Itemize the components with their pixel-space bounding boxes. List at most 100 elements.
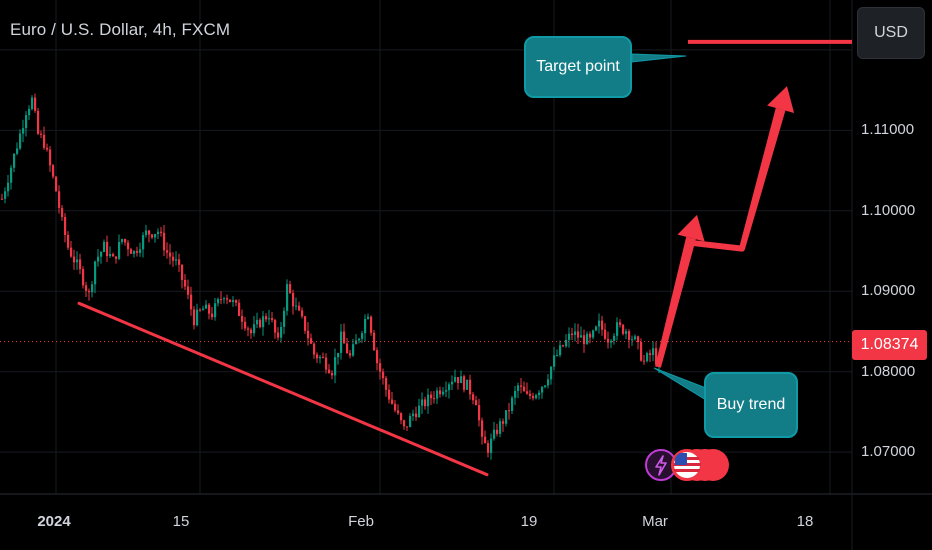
candle-body: [301, 310, 304, 317]
buy-trend-callout[interactable]: Buy trend: [704, 372, 798, 438]
candle-body: [376, 350, 379, 364]
candle-body: [409, 416, 412, 428]
candle-body: [337, 352, 340, 358]
candle-body: [421, 399, 424, 406]
candle-body: [526, 391, 529, 394]
candle-body: [490, 438, 493, 453]
candle-body: [205, 304, 208, 309]
candle-body: [10, 167, 13, 183]
candle-body: [325, 357, 328, 370]
candle-body: [472, 394, 475, 401]
candle-body: [172, 256, 175, 261]
candle-body: [202, 308, 205, 311]
candle-body: [439, 390, 442, 395]
candle-body: [502, 421, 505, 424]
price-tick-label: 1.10000: [861, 201, 916, 219]
candle-body: [166, 250, 169, 253]
candle-body: [244, 321, 247, 329]
candle-body: [247, 328, 250, 330]
candle-body: [511, 397, 514, 411]
candle-body: [520, 385, 523, 387]
candle-body: [550, 366, 553, 380]
candle-body: [541, 386, 544, 393]
candle-body: [349, 353, 352, 356]
candle-body: [394, 403, 397, 411]
candle-body: [235, 300, 238, 303]
economic-events[interactable]: [645, 449, 745, 489]
candle-body: [568, 333, 571, 340]
price-tick-label: 1.08000: [861, 362, 916, 380]
candle-body: [415, 413, 418, 418]
candle-body: [424, 399, 427, 407]
time-tick-label: Feb: [348, 513, 374, 530]
candle-body: [229, 299, 232, 303]
candle-body: [514, 391, 517, 398]
candle-body: [16, 148, 19, 154]
candle-body: [91, 284, 94, 293]
candle-body: [589, 333, 592, 338]
candle-body: [505, 410, 508, 424]
candle-body: [583, 335, 586, 345]
candle-body: [562, 345, 565, 347]
candle-body: [508, 410, 511, 412]
candle-body: [586, 333, 589, 345]
candle-body: [139, 249, 142, 253]
time-tick-label: 19: [520, 513, 538, 530]
candle-body: [94, 261, 97, 285]
candle-body: [478, 405, 481, 421]
candle-body: [31, 97, 34, 109]
candle-body: [118, 241, 121, 259]
currency-button[interactable]: USD: [857, 7, 925, 59]
support-trendline: [77, 301, 489, 477]
candle-body: [208, 304, 211, 314]
candle-body: [52, 165, 55, 177]
candle-body: [643, 360, 646, 362]
candle-body: [310, 338, 313, 344]
candle-body: [385, 378, 388, 390]
candle-body: [406, 426, 409, 428]
candle-body: [628, 331, 631, 341]
candle-body: [619, 322, 622, 325]
buy-callout-pointer: [653, 367, 707, 401]
candle-body: [457, 377, 460, 384]
candle-body: [559, 345, 562, 356]
candle-body: [187, 286, 190, 295]
candle-body: [190, 294, 193, 310]
candle-body: [367, 316, 370, 319]
candle-body: [256, 319, 259, 325]
candle-body: [553, 355, 556, 367]
candle-body: [88, 290, 91, 293]
candle-body: [124, 239, 127, 243]
candle-body: [535, 395, 538, 399]
candle-body: [652, 348, 655, 355]
candle-body: [625, 331, 628, 334]
candle-body: [7, 182, 10, 192]
candle-body: [226, 298, 229, 300]
candle-body: [259, 319, 262, 328]
us-flag-icon[interactable]: [671, 449, 703, 481]
candle-body: [346, 343, 349, 354]
candle-body: [517, 385, 520, 392]
symbol-title[interactable]: Euro / U.S. Dollar, 4h, FXCM: [10, 20, 231, 39]
candle-body: [28, 108, 31, 116]
target-point-callout[interactable]: Target point: [524, 36, 632, 98]
candle-body: [445, 390, 448, 392]
candle-body: [379, 363, 382, 372]
candle-body: [496, 429, 499, 434]
candle-body: [196, 309, 199, 326]
candle-body: [169, 252, 172, 257]
candle-body: [232, 300, 235, 303]
candle-body: [646, 353, 649, 362]
candle-body: [82, 269, 85, 286]
candle-body: [13, 153, 16, 168]
projection-arrow-1-shaft: [655, 236, 696, 368]
candle-body: [436, 390, 439, 399]
candle-body: [61, 207, 64, 218]
candle-body: [115, 256, 118, 259]
candle-body: [433, 398, 436, 400]
candle-body: [355, 340, 358, 345]
candle-body: [280, 326, 283, 338]
candle-body: [25, 115, 28, 129]
candle-body: [412, 413, 415, 417]
